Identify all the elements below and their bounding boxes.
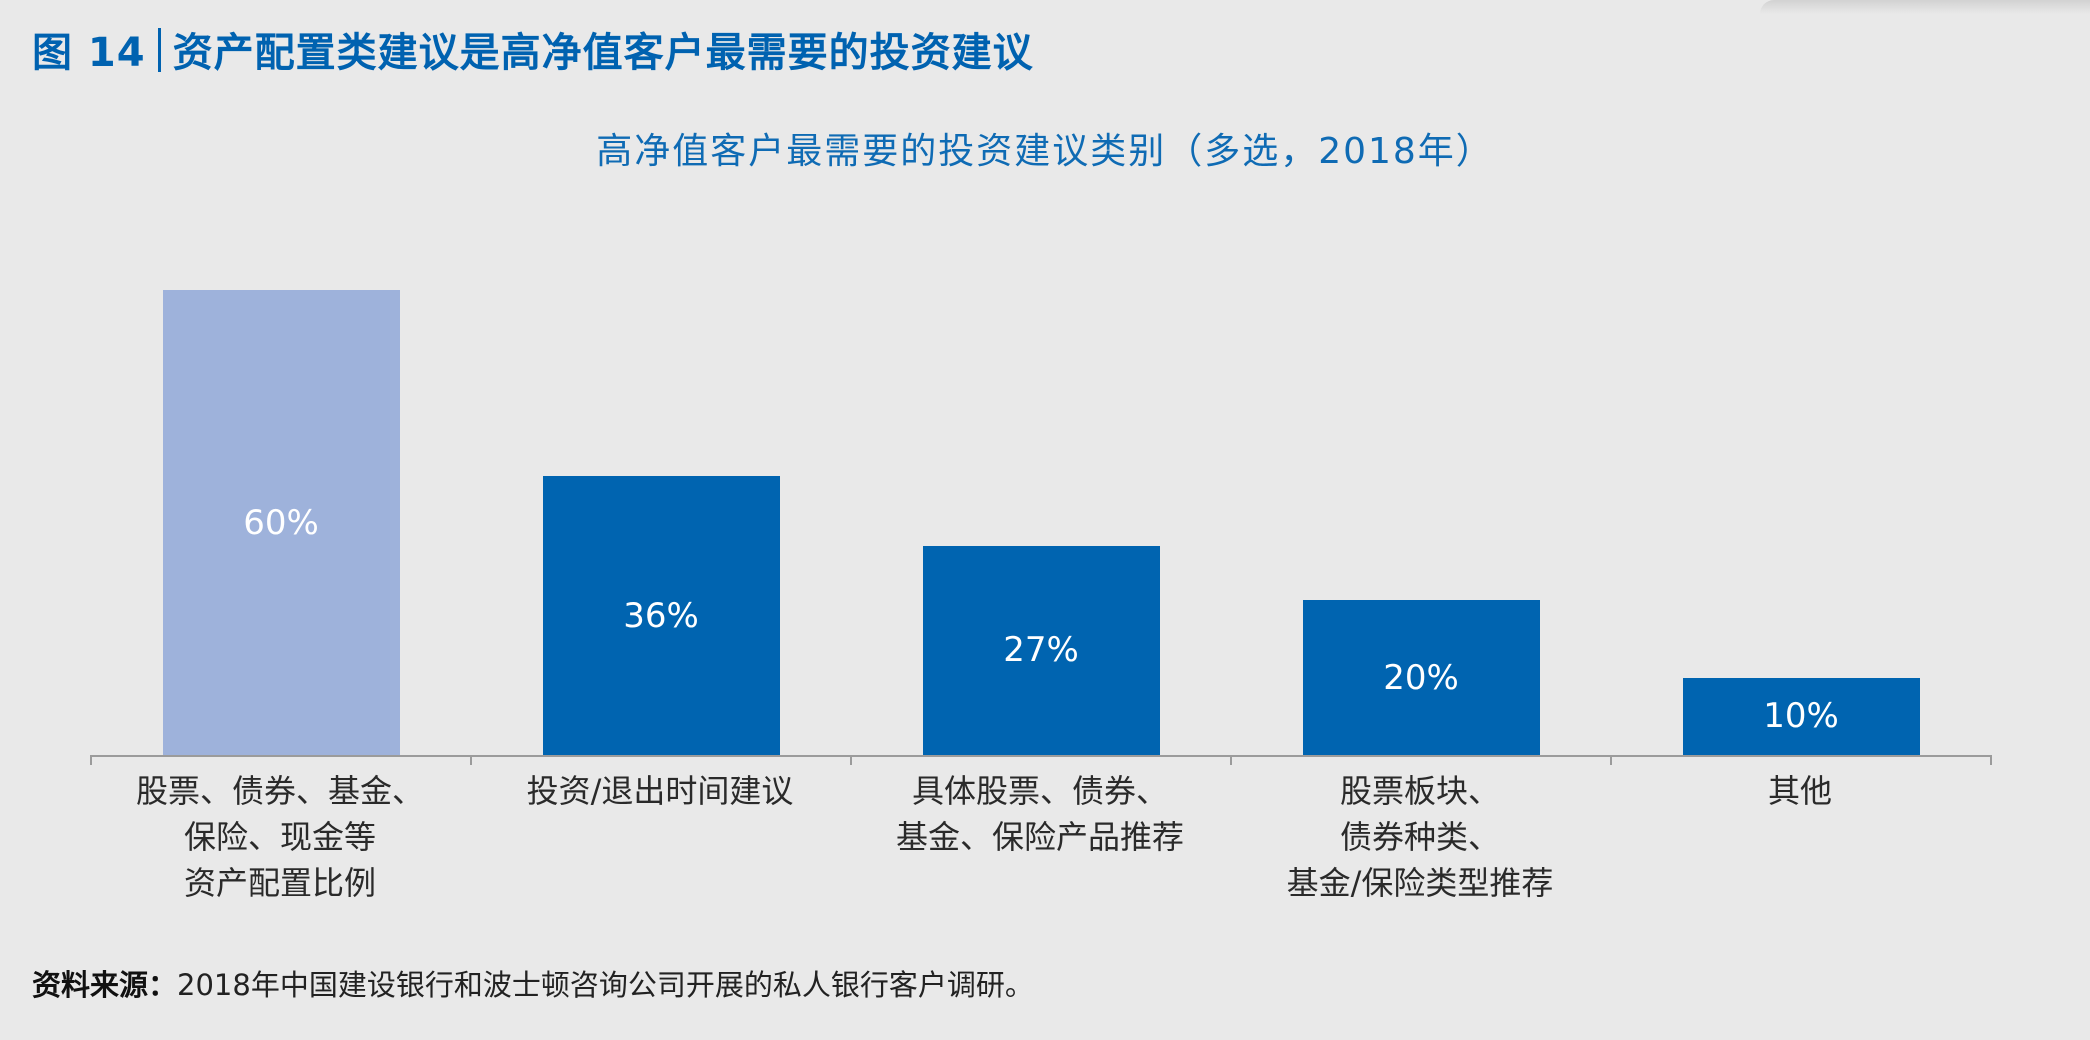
bar: 20%	[1302, 600, 1540, 755]
title-divider	[157, 28, 161, 72]
category-label: 股票板块、 债券种类、 基金/保险类型推荐	[1286, 772, 1554, 902]
bar-value-label: 10%	[1763, 696, 1839, 737]
category-label: 投资/退出时间建议	[526, 772, 794, 810]
chart-title: 高净值客户最需要的投资建议类别（多选，2018年）	[596, 131, 1494, 172]
bar: 60%	[162, 290, 400, 755]
x-axis-tick	[850, 755, 852, 765]
bar-value-label: 27%	[1003, 630, 1079, 671]
source-label: 资料来源：	[32, 968, 178, 1002]
page-shadow	[1760, 0, 2090, 14]
category-label: 股票、债券、基金、 保险、现金等 资产配置比例	[135, 772, 424, 902]
x-axis-tick	[1610, 755, 1612, 765]
bar: 27%	[922, 545, 1160, 755]
bar: 36%	[542, 476, 780, 755]
figure-number: 图 14	[32, 30, 146, 76]
x-axis-tick	[470, 755, 472, 765]
x-axis	[90, 755, 1990, 757]
bar-value-label: 60%	[243, 502, 319, 543]
x-axis-tick	[90, 755, 92, 765]
x-axis-tick	[1230, 755, 1232, 765]
figure-title-text: 资产配置类建议是高净值客户最需要的投资建议	[172, 30, 1034, 76]
category-label: 具体股票、债券、 基金、保险产品推荐	[895, 772, 1184, 856]
x-axis-tick	[1990, 755, 1992, 765]
bar-value-label: 36%	[623, 595, 699, 636]
source-text: 2018年中国建设银行和波士顿咨询公司开展的私人银行客户调研。	[177, 968, 1034, 1002]
bar: 10%	[1682, 677, 1920, 755]
bar-value-label: 20%	[1383, 657, 1459, 698]
category-label: 其他	[1767, 772, 1832, 810]
figure-title: 图 14 资产配置类建议是高净值客户最需要的投资建议	[32, 20, 1034, 78]
source-note: 资料来源：2018年中国建设银行和波士顿咨询公司开展的私人银行客户调研。	[32, 962, 1034, 1004]
